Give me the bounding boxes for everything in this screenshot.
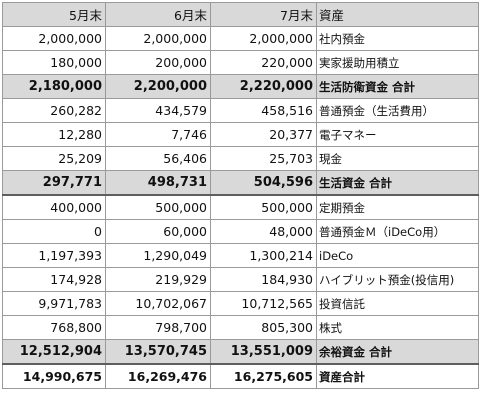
value-may: 297,771 (2, 170, 106, 196)
value-may: 400,000 (2, 194, 106, 220)
subtotal-label: 生活資金 合計 (316, 170, 479, 196)
row-label: 普通預金Ｍ（iDeCo用） (316, 219, 479, 244)
subtotal-label: 生活防衛資金 合計 (316, 74, 479, 99)
value-june: 2,000,000 (105, 26, 211, 51)
value-may: 12,512,904 (2, 339, 106, 365)
row-label: 電子マネー (316, 122, 479, 147)
table-row: 180,000 200,000 220,000 実家援助用積立 (2, 50, 479, 75)
table-row: 0 60,000 48,000 普通預金Ｍ（iDeCo用） (2, 219, 479, 244)
value-july: 2,220,000 (210, 74, 317, 99)
value-july: 48,000 (210, 219, 317, 244)
value-june: 498,731 (105, 170, 211, 196)
value-july: 25,703 (210, 146, 317, 171)
subtotal-label: 余裕資金 合計 (316, 339, 479, 365)
value-may: 0 (2, 219, 106, 244)
table-row: 12,280 7,746 20,377 電子マネー (2, 122, 479, 147)
value-may: 1,197,393 (2, 243, 106, 268)
value-may: 25,209 (2, 146, 106, 171)
value-may: 14,990,675 (2, 363, 106, 389)
value-june: 1,290,049 (105, 243, 211, 268)
value-july: 184,930 (210, 267, 317, 292)
grand-total-label: 資産合計 (316, 363, 479, 389)
table-row: 9,971,783 10,702,067 10,712,565 投資信託 (2, 291, 479, 316)
value-june: 200,000 (105, 50, 211, 75)
header-may: 5月末 (2, 2, 106, 27)
subtotal-row: 297,771 498,731 504,596 生活資金 合計 (2, 170, 479, 196)
value-july: 805,300 (210, 315, 317, 340)
value-may: 180,000 (2, 50, 106, 75)
table-row: 1,197,393 1,290,049 1,300,214 iDeCo (2, 243, 479, 268)
value-june: 10,702,067 (105, 291, 211, 316)
value-july: 2,000,000 (210, 26, 317, 51)
value-july: 10,712,565 (210, 291, 317, 316)
value-july: 16,275,605 (210, 363, 317, 389)
row-label: 普通預金（生活費用） (316, 98, 479, 123)
value-june: 60,000 (105, 219, 211, 244)
value-june: 56,406 (105, 146, 211, 171)
table-row: 400,000 500,000 500,000 定期預金 (2, 194, 479, 220)
value-july: 220,000 (210, 50, 317, 75)
value-may: 260,282 (2, 98, 106, 123)
row-label: 実家援助用積立 (316, 50, 479, 75)
row-label: 現金 (316, 146, 479, 171)
row-label: ハイブリット預金(投信用) (316, 267, 479, 292)
value-may: 12,280 (2, 122, 106, 147)
table-row: 2,000,000 2,000,000 2,000,000 社内預金 (2, 26, 479, 51)
subtotal-row: 12,512,904 13,570,745 13,551,009 余裕資金 合計 (2, 339, 479, 365)
row-label: iDeCo (316, 243, 479, 268)
header-june: 6月末 (105, 2, 211, 27)
subtotal-row: 2,180,000 2,200,000 2,220,000 生活防衛資金 合計 (2, 74, 479, 99)
value-july: 500,000 (210, 194, 317, 220)
header-row: 5月末 6月末 7月末 資産 (2, 2, 479, 27)
row-label: 投資信託 (316, 291, 479, 316)
value-june: 13,570,745 (105, 339, 211, 365)
value-july: 20,377 (210, 122, 317, 147)
value-july: 13,551,009 (210, 339, 317, 365)
value-june: 798,700 (105, 315, 211, 340)
table-row: 174,928 219,929 184,930 ハイブリット預金(投信用) (2, 267, 479, 292)
value-june: 2,200,000 (105, 74, 211, 99)
value-june: 16,269,476 (105, 363, 211, 389)
value-june: 219,929 (105, 267, 211, 292)
table-row: 768,800 798,700 805,300 株式 (2, 315, 479, 340)
table-row: 260,282 434,579 458,516 普通預金（生活費用） (2, 98, 479, 123)
header-july: 7月末 (210, 2, 317, 27)
asset-table: 5月末 6月末 7月末 資産 2,000,000 2,000,000 2,000… (2, 2, 479, 389)
row-label: 株式 (316, 315, 479, 340)
table-row: 25,209 56,406 25,703 現金 (2, 146, 479, 171)
value-may: 2,000,000 (2, 26, 106, 51)
row-label: 社内預金 (316, 26, 479, 51)
value-june: 434,579 (105, 98, 211, 123)
grand-total-row: 14,990,675 16,269,476 16,275,605 資産合計 (2, 363, 479, 389)
value-may: 768,800 (2, 315, 106, 340)
header-assets: 資産 (316, 2, 479, 27)
value-july: 1,300,214 (210, 243, 317, 268)
value-july: 504,596 (210, 170, 317, 196)
value-may: 2,180,000 (2, 74, 106, 99)
value-june: 7,746 (105, 122, 211, 147)
value-july: 458,516 (210, 98, 317, 123)
value-may: 174,928 (2, 267, 106, 292)
value-june: 500,000 (105, 194, 211, 220)
value-may: 9,971,783 (2, 291, 106, 316)
row-label: 定期預金 (316, 194, 479, 220)
